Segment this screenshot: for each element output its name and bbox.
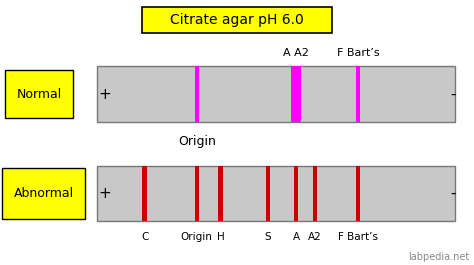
Bar bbox=[142, 7, 332, 33]
Text: +: + bbox=[98, 87, 110, 101]
Bar bbox=[294, 166, 299, 221]
Text: -: - bbox=[450, 87, 456, 101]
Text: Normal: Normal bbox=[17, 87, 62, 101]
Bar bbox=[291, 66, 301, 122]
Bar bbox=[97, 66, 455, 122]
Text: Origin: Origin bbox=[178, 135, 216, 148]
Bar bbox=[313, 166, 318, 221]
Text: A2: A2 bbox=[308, 232, 322, 242]
Bar bbox=[356, 66, 360, 122]
Text: A: A bbox=[292, 232, 300, 242]
Text: C: C bbox=[141, 232, 148, 242]
Bar bbox=[194, 66, 199, 122]
Text: labpedia.net: labpedia.net bbox=[408, 252, 469, 262]
Text: A A2: A A2 bbox=[283, 48, 309, 58]
Bar bbox=[356, 166, 360, 221]
Bar bbox=[142, 166, 146, 221]
Text: +: + bbox=[98, 186, 110, 201]
Text: Citrate agar pH 6.0: Citrate agar pH 6.0 bbox=[170, 13, 304, 27]
Text: F Bart’s: F Bart’s bbox=[337, 48, 379, 58]
Text: F Bart’s: F Bart’s bbox=[338, 232, 378, 242]
Bar bbox=[218, 166, 223, 221]
Bar bbox=[194, 166, 199, 221]
Bar bbox=[265, 166, 270, 221]
Text: -: - bbox=[450, 186, 456, 201]
Bar bbox=[2, 168, 85, 219]
Text: Origin: Origin bbox=[181, 232, 213, 242]
Text: H: H bbox=[217, 232, 224, 242]
Bar bbox=[97, 166, 455, 221]
Text: Abnormal: Abnormal bbox=[14, 187, 74, 200]
Bar bbox=[5, 70, 73, 118]
Text: S: S bbox=[264, 232, 271, 242]
